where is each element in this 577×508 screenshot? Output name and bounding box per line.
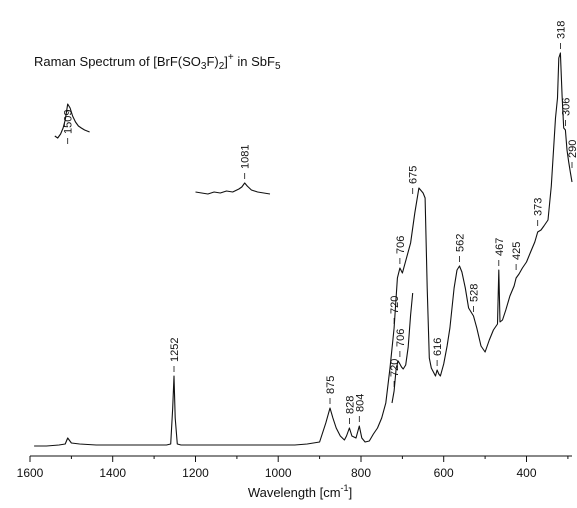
peak-label-804: 804 <box>354 394 366 412</box>
x-tick-label-1600: 1600 <box>17 466 44 480</box>
peak-label-1509: 1509 <box>63 110 75 134</box>
peak-label-720: 720 <box>389 296 401 314</box>
x-axis: 1600 1400 1200 1000 800 600 400 <box>17 455 572 480</box>
peak-label-875: 875 <box>325 376 337 394</box>
peak-label-306: 306 <box>560 98 572 116</box>
peak-label-720: 720 <box>389 359 401 377</box>
inset-trace-2 <box>391 292 414 404</box>
x-tick-label-1000: 1000 <box>265 466 292 480</box>
peak-label-1081: 1081 <box>240 145 252 169</box>
peak-label-706: 706 <box>395 236 407 254</box>
chart-title: Raman Spectrum of [BrF(SO3F)2]+ in SbF5 <box>34 52 281 72</box>
peak-label-616: 616 <box>432 338 444 356</box>
spectrum-line-0 <box>34 52 573 447</box>
x-tick-label-600: 600 <box>434 466 454 480</box>
peak-label-290: 290 <box>567 140 577 158</box>
peak-label-1252: 1252 <box>169 338 181 362</box>
peak-label-373: 373 <box>533 198 545 216</box>
peak-label-528: 528 <box>469 284 481 302</box>
x-tick-label-1200: 1200 <box>182 466 209 480</box>
inset-trace-0 <box>54 103 90 139</box>
x-tick-label-400: 400 <box>516 466 536 480</box>
peak-label-675: 675 <box>408 166 420 184</box>
peak-label-828: 828 <box>344 396 356 414</box>
x-axis-label: Wavelength [cm-1] <box>248 483 352 500</box>
peak-label-318: 318 <box>555 21 567 39</box>
x-tick-label-1400: 1400 <box>99 466 126 480</box>
x-tick-label-800: 800 <box>351 466 371 480</box>
peak-label-467: 467 <box>494 238 506 256</box>
peak-label-562: 562 <box>455 234 467 252</box>
peak-label-425: 425 <box>511 242 523 260</box>
inset-trace-1 <box>195 182 271 195</box>
peak-label-706: 706 <box>395 329 407 347</box>
